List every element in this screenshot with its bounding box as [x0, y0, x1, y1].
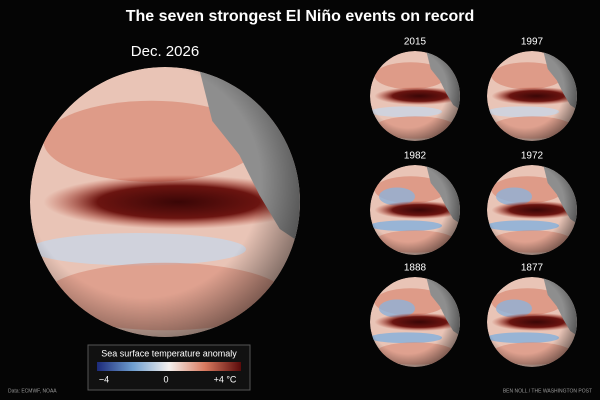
globes [30, 51, 577, 367]
globe [30, 67, 300, 337]
event-label: 1888 [404, 263, 427, 274]
globe [487, 165, 577, 255]
legend-tick: 0 [163, 374, 168, 384]
shading [370, 277, 460, 367]
color-bar [97, 362, 241, 371]
globe [370, 277, 460, 367]
event-label: 1982 [404, 151, 427, 162]
legend-tick: −4 [99, 374, 109, 384]
shading [30, 67, 300, 337]
event-label: 2015 [404, 37, 427, 48]
shading [487, 277, 577, 367]
main-globe-label: Dec. 2026 [131, 43, 199, 60]
event-label: 1877 [521, 263, 544, 274]
shading [487, 51, 577, 141]
source: Data: ECMWF, NOAA [8, 388, 57, 394]
event-label: 1997 [521, 37, 544, 48]
globe [487, 277, 577, 367]
globe [370, 165, 460, 255]
credit: BEN NOLL / THE WASHINGTON POST [503, 388, 592, 394]
legend-tick: +4 °C [214, 374, 237, 384]
shading [370, 165, 460, 255]
event-label: 1972 [521, 151, 544, 162]
legend-title: Sea surface temperature anomaly [101, 348, 237, 358]
shading [370, 51, 460, 141]
globe [370, 51, 460, 141]
title: The seven strongest El Niño events on re… [126, 8, 475, 25]
globe [487, 51, 577, 141]
shading [487, 165, 577, 255]
